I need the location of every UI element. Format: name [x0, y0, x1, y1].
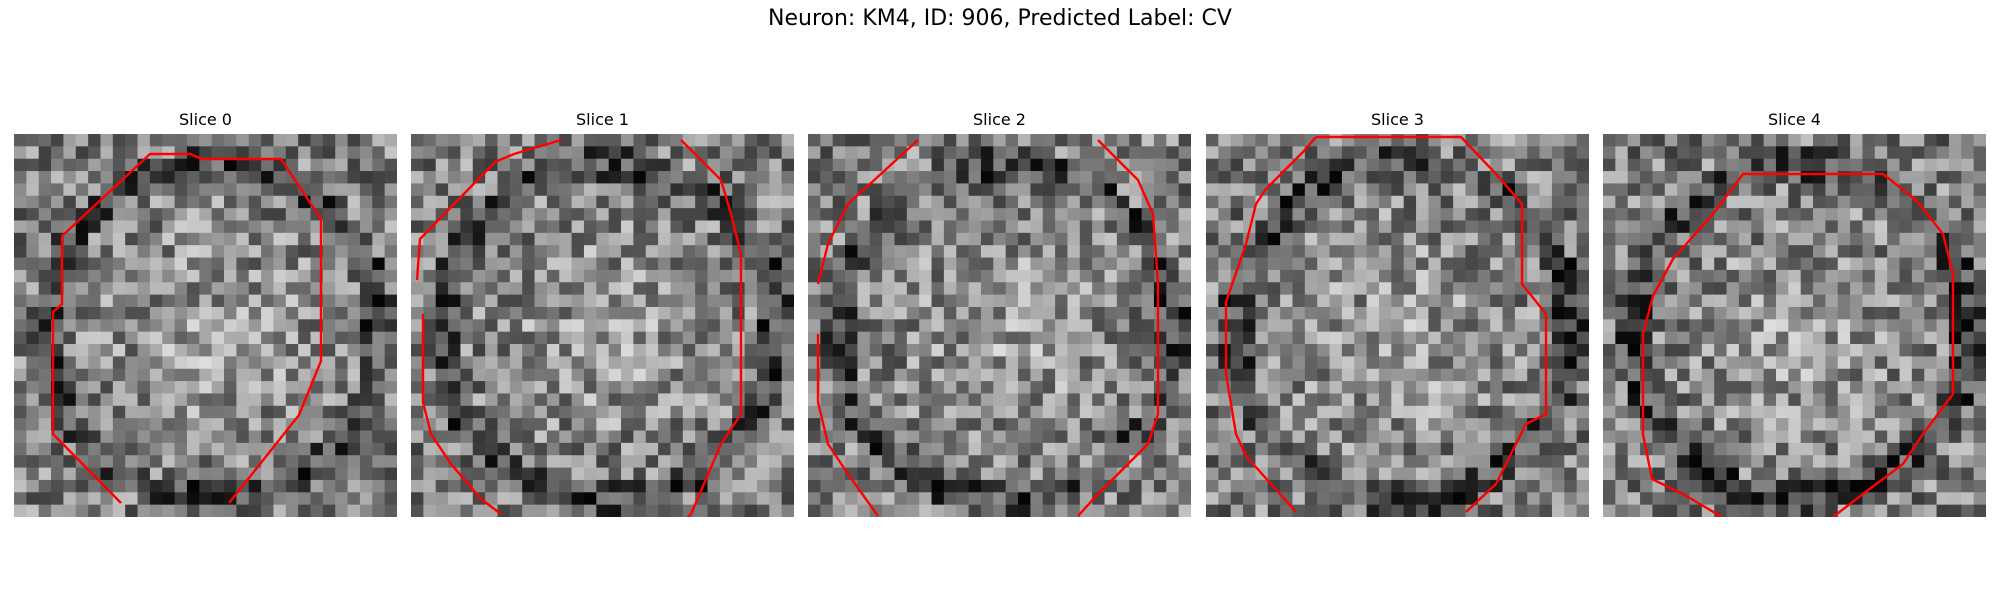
- slice-2-image: [808, 134, 1191, 517]
- slice-3-title: Slice 3: [1371, 110, 1424, 129]
- pixel-grid: [411, 134, 794, 517]
- slice-1-canvas: [411, 134, 794, 517]
- slice-4-title: Slice 4: [1768, 110, 1821, 129]
- contour-line-1: [1077, 139, 1160, 517]
- pixel-grid: [14, 134, 397, 517]
- contour-line-1: [1224, 136, 1317, 513]
- contour-line-1: [680, 139, 743, 517]
- slice-2-canvas: [808, 134, 1191, 517]
- slice-0-canvas: [14, 134, 397, 517]
- slice-1-title: Slice 1: [576, 110, 629, 129]
- slice-1-image: [411, 134, 794, 517]
- slice-4-canvas: [1603, 134, 1986, 517]
- pixel-grid: [1206, 134, 1589, 517]
- pixel-grid: [1603, 134, 1986, 517]
- slice-3-canvas: [1206, 134, 1589, 517]
- contour-line-2: [421, 314, 502, 515]
- figure-title: Neuron: KM4, ID: 906, Predicted Label: C…: [768, 6, 1232, 31]
- slice-0-title: Slice 0: [179, 110, 232, 129]
- contour-line-0: [415, 138, 562, 281]
- pixel-grid: [808, 134, 1191, 517]
- contour-line-0: [1316, 135, 1548, 513]
- contour-line-2: [816, 334, 879, 517]
- slice-3-image: [1206, 134, 1589, 517]
- contour-line-0: [51, 152, 323, 504]
- contour-line-0: [816, 139, 919, 285]
- slice-2-title: Slice 2: [973, 110, 1026, 129]
- slice-0-image: [14, 134, 397, 517]
- slice-4-image: [1603, 134, 1986, 517]
- contour-line-0: [1641, 172, 1955, 517]
